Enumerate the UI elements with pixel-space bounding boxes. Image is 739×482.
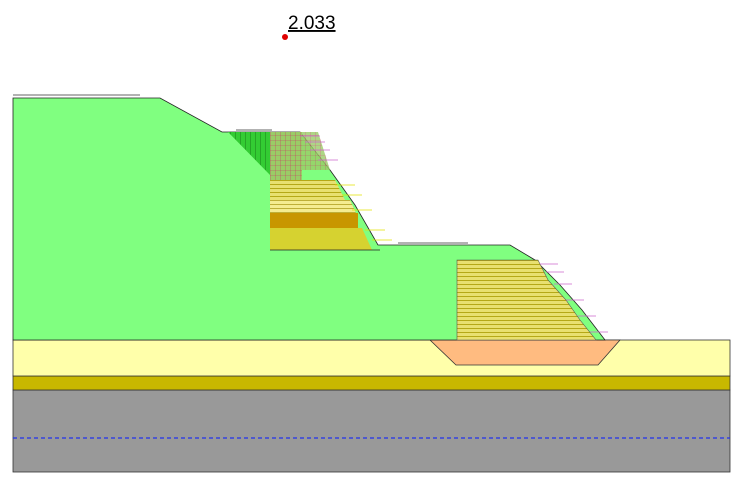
geogrid-ends xyxy=(335,184,392,241)
reinforced-layer xyxy=(270,228,372,250)
reinforced-block-lower xyxy=(456,259,597,341)
foundation-fill xyxy=(429,339,621,366)
factor-of-safety: 2.033 xyxy=(288,13,336,34)
surface-loads xyxy=(13,94,468,244)
nail-grid xyxy=(270,132,302,180)
nail-grid-2 xyxy=(302,132,330,170)
reinforced-layer xyxy=(270,180,345,200)
slip-center xyxy=(282,34,288,40)
olive-layer xyxy=(12,375,731,391)
reinforced-layer xyxy=(270,200,356,213)
bedrock-layer xyxy=(12,389,731,473)
nail-heads xyxy=(300,135,608,333)
reinforced-layer-dark xyxy=(270,213,358,228)
sand-layer xyxy=(12,339,731,377)
